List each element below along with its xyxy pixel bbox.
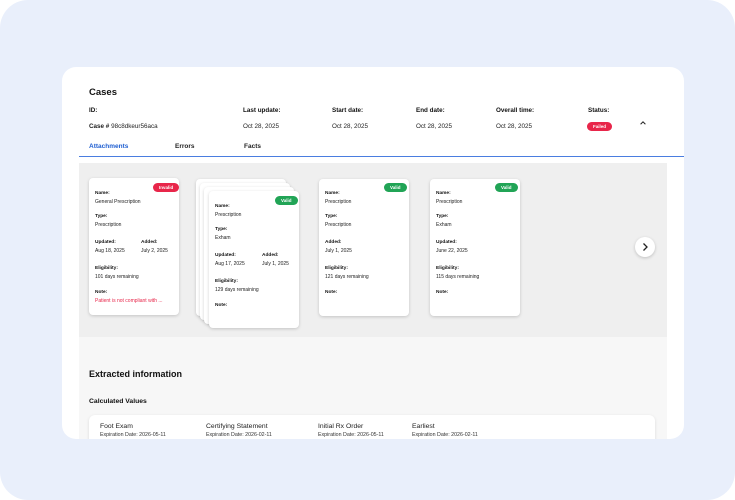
name-value: General Prescription [95, 199, 141, 205]
added-label: Added: [141, 240, 158, 245]
calculated-values-card: Foot Exam Expiration Date: 2026-05-11 Ce… [89, 415, 655, 439]
added-label: Added: [262, 253, 279, 258]
updated-value: Aug 17, 2025 [215, 261, 245, 267]
type-value: Exham [215, 235, 231, 241]
updated-label: Updated: [436, 240, 457, 245]
type-label: Type: [215, 227, 228, 232]
eligibility-value: 115 days remaining [436, 274, 480, 280]
calc-date: Expiration Date: 2026-05-11 [100, 432, 166, 438]
eligibility-value: 121 days remaining [325, 274, 369, 280]
calc-date: Expiration Date: 2026-02-11 [206, 432, 272, 438]
calc-date: Expiration Date: 2026-05-11 [318, 432, 384, 438]
calculated-title: Calculated Values [89, 398, 147, 405]
validity-badge: Invalid [153, 183, 180, 193]
case-last-update: Oct 28, 2025 [243, 123, 280, 130]
header-end-date: End date: [416, 107, 445, 114]
added-value: July 1, 2025 [325, 248, 352, 254]
eligibility-value: 101 days remaining [95, 274, 139, 280]
updated-label: Updated: [215, 253, 236, 258]
note-label: Note: [95, 290, 108, 295]
type-label: Type: [436, 214, 449, 219]
attachment-card[interactable]: Invalid Name: General Prescription Type:… [89, 178, 180, 315]
attachment-card[interactable]: Valid Name: Prescription Type: Exham Upd… [430, 179, 520, 316]
name-label: Name: [95, 191, 110, 196]
updated-value: June 22, 2025 [436, 248, 468, 254]
type-label: Type: [325, 214, 338, 219]
status-badge: Failed [587, 122, 613, 132]
calc-title: Earliest [412, 423, 435, 430]
extracted-title: Extracted information [89, 369, 183, 379]
updated-value: Aug 18, 2025 [95, 248, 125, 254]
attachment-card[interactable]: Valid Name: Prescription Type: Exham Upd… [209, 191, 299, 328]
name-value: Prescription [436, 199, 463, 205]
type-value: Exham [436, 222, 452, 228]
note-value: Patient is not compliant with ... [95, 298, 163, 304]
calc-title: Certifying Statement [206, 423, 268, 430]
eligibility-label: Eligibility: [436, 266, 459, 271]
note-label: Note: [436, 290, 449, 295]
case-id-prefix: Case # [89, 123, 110, 130]
validity-badge: Valid [275, 196, 298, 206]
case-end-date: Oct 28, 2025 [416, 123, 453, 130]
header-id: ID: [89, 107, 98, 114]
next-button[interactable] [635, 237, 655, 257]
name-value: Prescription [215, 212, 242, 218]
added-value: July 1, 2025 [262, 261, 289, 267]
cases-panel: Cases ID: Last update: Start date: End d… [62, 67, 684, 439]
validity-badge: Valid [495, 183, 518, 193]
type-value: Prescription [325, 222, 352, 228]
header-last-update: Last update: [243, 107, 281, 114]
header-overall-time: Overall time: [496, 107, 535, 114]
eligibility-value: 129 days remaining [215, 287, 259, 293]
name-value: Prescription [325, 199, 352, 205]
tab-errors[interactable]: Errors [175, 143, 195, 150]
tab-facts[interactable]: Facts [244, 143, 261, 150]
case-id-value: 98c8dkeur56aca [111, 123, 158, 130]
chevron-up-icon[interactable] [639, 119, 647, 127]
page-title: Cases [89, 87, 117, 98]
name-label: Name: [436, 191, 451, 196]
tab-bar: Attachments Errors Facts [62, 143, 684, 157]
type-value: Prescription [95, 222, 122, 228]
header-status: Status: [588, 107, 610, 114]
type-label: Type: [95, 214, 108, 219]
note-label: Note: [215, 303, 228, 308]
note-label: Note: [325, 290, 338, 295]
name-label: Name: [215, 204, 230, 209]
eligibility-label: Eligibility: [95, 266, 118, 271]
case-start-date: Oct 28, 2025 [332, 123, 369, 130]
calc-title: Foot Exam [100, 423, 133, 430]
case-id: Case # 98c8dkeur56aca [89, 123, 158, 130]
eligibility-label: Eligibility: [215, 279, 238, 284]
attachment-card[interactable]: Valid Name: Prescription Type: Prescript… [319, 179, 409, 316]
header-start-date: Start date: [332, 107, 364, 114]
added-label: Added: [325, 240, 342, 245]
tab-attachments[interactable]: Attachments [89, 143, 129, 150]
calc-title: Initial Rx Order [318, 423, 364, 430]
chevron-right-icon [643, 243, 648, 251]
name-label: Name: [325, 191, 340, 196]
updated-label: Updated: [95, 240, 116, 245]
eligibility-label: Eligibility: [325, 266, 348, 271]
validity-badge: Valid [384, 183, 407, 193]
tab-underline [79, 156, 684, 157]
calc-date: Expiration Date: 2026-02-11 [412, 432, 478, 438]
added-value: July 2, 2025 [141, 248, 168, 254]
case-overall-time: Oct 28, 2025 [496, 123, 533, 130]
